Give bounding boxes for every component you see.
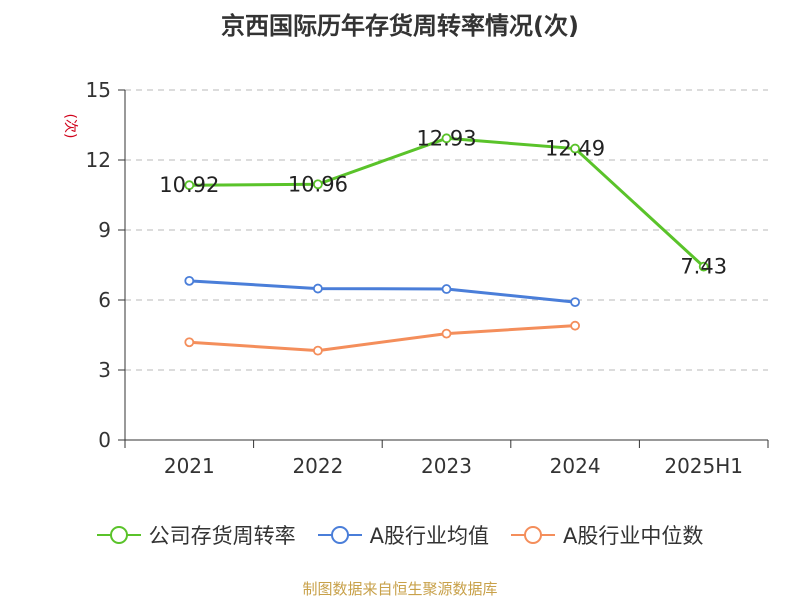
y-tick-label: 9 [98, 218, 111, 242]
legend: 公司存货周转率 A股行业均值 A股行业中位数 [0, 520, 800, 550]
data-label: 12.49 [545, 137, 605, 161]
legend-marker-company [96, 526, 141, 544]
series-line [189, 136, 705, 268]
series [184, 133, 709, 356]
x-tick-label: 2021 [164, 454, 215, 478]
data-point [312, 283, 323, 294]
source-note: 制图数据来自恒生聚源数据库 [302, 580, 498, 598]
legend-item-industry-median[interactable]: A股行业中位数 [511, 520, 703, 550]
data-label: 10.96 [288, 172, 348, 196]
series-2 [184, 320, 580, 356]
data-point [441, 284, 452, 294]
legend-item-company[interactable]: 公司存货周转率 [96, 520, 296, 550]
gridlines [125, 89, 768, 371]
y-tick-label: 3 [98, 358, 111, 382]
data-point [184, 337, 195, 348]
legend-marker-industry-mean [317, 526, 362, 544]
x-tick-label: 2025H1 [664, 454, 743, 478]
chart-title: 京西国际历年存货周转率情况(次) [221, 12, 579, 40]
data-point [698, 261, 709, 272]
legend-marker-industry-median [511, 526, 555, 544]
series-0 [184, 133, 709, 272]
series-1 [184, 275, 580, 308]
axes: 0 3 6 9 12 15 2021 2022 2023 2024 2025H1 [86, 78, 769, 478]
y-tick-label: 6 [98, 288, 111, 312]
data-point [441, 133, 452, 144]
data-point [570, 320, 580, 331]
y-tick-label: 15 [86, 78, 111, 102]
y-tick-label: 0 [98, 428, 111, 452]
data-point [184, 275, 195, 286]
x-tick-label: 2022 [292, 454, 343, 478]
data-point [570, 143, 580, 154]
data-labels: 10.92 10.96 12.93 12.49 7.43 [159, 126, 727, 278]
data-label: 12.93 [416, 126, 476, 150]
y-axis-label: (次) [62, 114, 78, 139]
data-point [184, 180, 195, 191]
series-line [189, 279, 576, 304]
data-point [570, 297, 580, 308]
data-point [441, 328, 452, 339]
data-label: 7.43 [680, 255, 727, 279]
data-label: 10.92 [159, 173, 219, 197]
legend-label-industry-mean: A股行业均值 [369, 524, 489, 548]
legend-item-industry-mean[interactable]: A股行业均值 [317, 520, 489, 550]
y-tick-label: 12 [86, 148, 111, 172]
legend-label-company: 公司存货周转率 [148, 524, 296, 548]
data-point [312, 179, 323, 190]
data-point [312, 345, 323, 356]
series-line [189, 324, 576, 353]
x-tick-label: 2023 [421, 454, 472, 478]
x-tick-label: 2024 [550, 454, 601, 478]
legend-label-industry-median: A股行业中位数 [563, 524, 704, 548]
